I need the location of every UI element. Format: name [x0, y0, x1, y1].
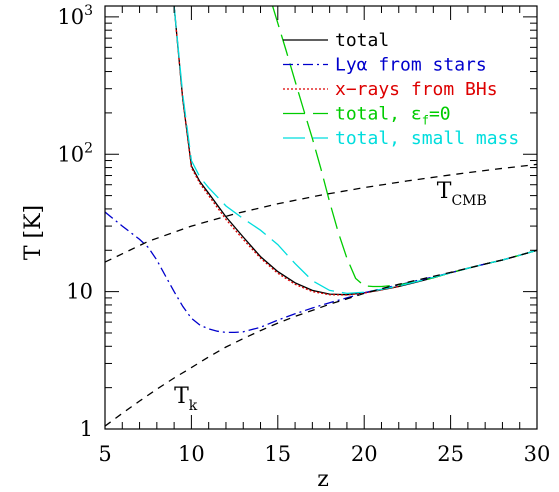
series-line-4 — [173, 6, 537, 295]
curve-annotation: TCMB — [437, 179, 487, 209]
legend-label: Lyα from stars — [335, 55, 487, 76]
curve-annotation: Tk — [174, 384, 198, 414]
legend-label: total, small mass — [335, 128, 519, 149]
series-line-5 — [105, 163, 537, 263]
plot-frame — [104, 5, 538, 430]
x-tick-label: 25 — [437, 442, 464, 466]
annotation-layer: TCMB Tk — [174, 179, 487, 414]
y-tick-label: 1 — [80, 417, 93, 441]
legend-label: total, εf=0 — [335, 104, 451, 128]
x-tick-label: 20 — [351, 442, 378, 466]
y-tick-label: 10 — [66, 280, 93, 304]
axes: 5 10 15 20 25 30 1 10 102 103 z T [K] — [21, 3, 550, 492]
x-tick-label: 10 — [178, 442, 205, 466]
legend-label: total — [335, 30, 389, 51]
x-tick-label: 5 — [98, 442, 111, 466]
legend-label: x−rays from BHs — [335, 79, 498, 100]
y-tick-label: 103 — [57, 3, 93, 29]
series-line-2 — [173, 6, 399, 296]
x-tick-label: 15 — [264, 442, 291, 466]
x-tick-label: 30 — [524, 442, 551, 466]
y-axis-title: T [K] — [21, 205, 46, 260]
series-line-6 — [105, 249, 537, 427]
legend: total Lyα from stars x−rays from BHs total,… — [283, 30, 519, 149]
x-axis-title: z — [317, 467, 329, 492]
series-layer — [105, 6, 537, 427]
y-tick-label: 102 — [57, 140, 93, 166]
